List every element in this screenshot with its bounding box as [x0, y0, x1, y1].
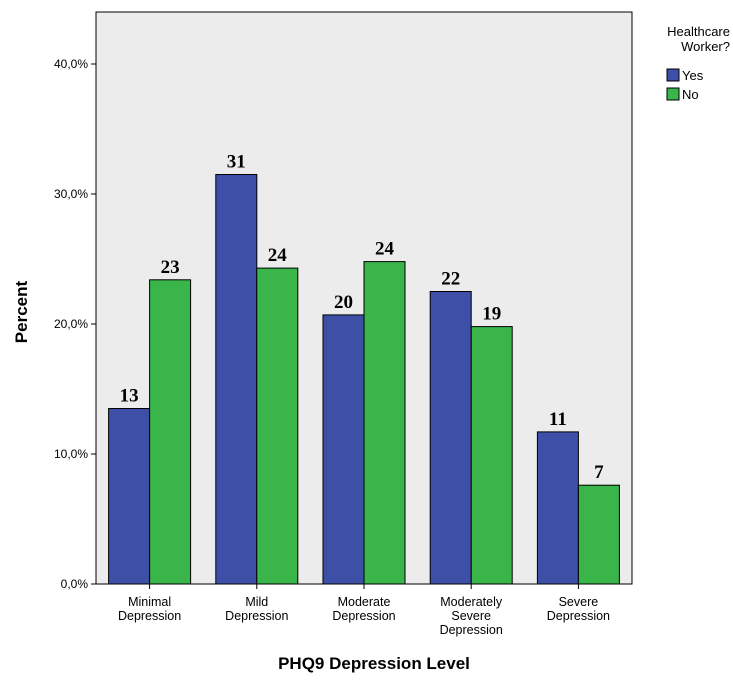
- data-label: 13: [120, 386, 139, 407]
- legend-label-no: No: [682, 87, 699, 102]
- y-tick-label: 20,0%: [54, 317, 88, 331]
- legend-swatch-no: [666, 87, 680, 101]
- legend-swatch-yes: [666, 68, 680, 82]
- y-tick-label: 40,0%: [54, 57, 88, 71]
- bar-no: [363, 261, 406, 585]
- bar-yes: [108, 408, 151, 585]
- bar-no: [470, 326, 513, 585]
- bar-no: [149, 279, 192, 585]
- y-tick-label: 10,0%: [54, 447, 88, 461]
- x-axis-title: PHQ9 Depression Level: [278, 654, 470, 673]
- bar-yes: [429, 291, 472, 585]
- y-axis-title: Percent: [12, 280, 31, 343]
- data-label: 24: [268, 245, 288, 266]
- legend-title: Healthcare: [667, 24, 730, 39]
- x-tick-label: Moderate Depression: [332, 595, 395, 623]
- data-label: 23: [161, 257, 180, 278]
- y-tick-label: 0,0%: [61, 577, 89, 591]
- data-label: 31: [227, 152, 246, 173]
- data-label: 22: [441, 269, 460, 290]
- x-tick-label: Moderately Severe Depression: [440, 595, 503, 637]
- bars-group: [108, 174, 620, 585]
- bar-yes: [322, 314, 365, 585]
- data-label: 24: [375, 239, 395, 260]
- bar-yes: [215, 174, 258, 585]
- data-labels-group: 13 23 31 24 20 24 22 19 11 7: [120, 152, 605, 484]
- bar-yes: [536, 431, 579, 585]
- data-label: 19: [482, 304, 501, 325]
- y-tick-label: 30,0%: [54, 187, 88, 201]
- bar-no: [577, 484, 620, 585]
- legend-title: Worker?: [681, 39, 730, 54]
- y-axis-ticks: 0,0% 10,0% 20,0% 30,0% 40,0%: [54, 57, 96, 591]
- x-tick-label: Mild Depression: [225, 595, 288, 623]
- legend-label-yes: Yes: [682, 68, 704, 83]
- data-label: 11: [549, 409, 567, 430]
- data-label: 7: [594, 462, 604, 483]
- x-tick-label: Severe Depression: [547, 595, 610, 623]
- x-tick-label: Minimal Depression: [118, 595, 181, 623]
- x-axis-ticks: Minimal Depression Mild Depression Moderate D…: [118, 584, 610, 637]
- bar-no: [256, 267, 299, 585]
- data-label: 20: [334, 292, 353, 313]
